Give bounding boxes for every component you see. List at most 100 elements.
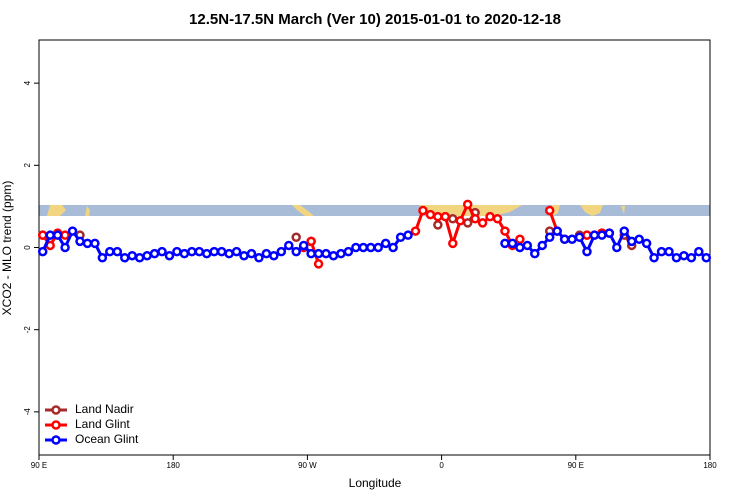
data-point — [119, 253, 130, 263]
data-point — [284, 240, 294, 251]
data-point — [202, 248, 212, 259]
data-point — [179, 248, 190, 259]
data-point — [597, 230, 607, 240]
data-point — [187, 246, 197, 257]
data-point — [582, 230, 592, 240]
legend-marker — [51, 435, 61, 445]
data-point — [366, 242, 376, 253]
data-point — [567, 234, 577, 245]
data-point — [701, 253, 712, 263]
data-point — [52, 230, 63, 240]
data-point — [343, 246, 354, 257]
data-point — [589, 230, 600, 240]
y-tick-label: -4 — [23, 408, 32, 416]
data-point — [515, 234, 525, 245]
data-point — [649, 253, 659, 263]
data-point — [246, 248, 257, 259]
series — [37, 226, 712, 263]
data-point — [373, 242, 383, 253]
data-point — [619, 226, 630, 236]
legend-label: Land Nadir — [75, 402, 134, 416]
chart-title: 12.5N-17.5N March (Ver 10) 2015-01-01 to… — [189, 11, 561, 28]
data-point — [462, 218, 473, 228]
data-point — [433, 220, 443, 230]
data-point — [306, 248, 316, 259]
data-point — [112, 246, 123, 257]
data-point — [60, 242, 70, 253]
data-point — [515, 242, 525, 253]
data-point — [477, 218, 488, 228]
data-point — [351, 242, 361, 253]
data-point — [209, 246, 219, 257]
data-point — [500, 226, 510, 236]
data-point — [462, 199, 473, 210]
data-point — [574, 232, 585, 242]
legend-label: Ocean Glint — [75, 432, 139, 446]
map-strip — [39, 205, 710, 216]
data-point — [694, 246, 704, 257]
data-point — [216, 246, 227, 257]
data-point — [75, 236, 85, 247]
x-tick-label: 90 E — [31, 461, 47, 470]
data-point — [97, 253, 108, 263]
data-point — [142, 250, 152, 261]
data-point — [470, 213, 480, 224]
y-tick-label: -2 — [23, 326, 32, 334]
legend-marker — [51, 405, 61, 415]
data-point — [559, 234, 570, 245]
data-point — [172, 246, 182, 257]
data-point — [261, 248, 272, 259]
data-point — [231, 246, 242, 257]
data-point — [298, 240, 309, 251]
data-point — [544, 205, 555, 216]
data-point — [522, 240, 533, 251]
y-axis-label: XCO2 - MLO trend (ppm) — [0, 181, 14, 316]
data-point — [291, 232, 301, 242]
data-point — [492, 213, 503, 224]
data-point — [90, 238, 100, 249]
data-point — [485, 211, 495, 222]
data-point — [448, 213, 458, 224]
data-point — [671, 253, 682, 263]
data-point — [157, 246, 167, 257]
data-point — [306, 236, 316, 247]
data-point — [664, 246, 674, 257]
data-point — [448, 238, 458, 249]
data-point — [500, 238, 510, 249]
x-tick-label: 90 W — [298, 461, 317, 470]
data-point — [641, 238, 652, 249]
data-point — [582, 246, 592, 257]
data-point — [313, 259, 324, 269]
x-tick-label: 90 E — [568, 461, 584, 470]
x-tick-label: 180 — [167, 461, 181, 470]
data-point — [388, 242, 398, 253]
data-point — [224, 248, 234, 259]
x-tick-label: 180 — [703, 461, 717, 470]
data-point — [380, 238, 391, 249]
data-point — [358, 242, 369, 253]
y-tick-label: 4 — [23, 80, 32, 85]
data-point — [507, 238, 518, 249]
data-point — [686, 253, 697, 263]
data-point — [626, 236, 637, 247]
legend-label: Land Glint — [75, 417, 130, 431]
data-point — [45, 230, 55, 240]
data-point — [313, 248, 324, 259]
data-point — [433, 211, 443, 222]
data-point — [321, 248, 331, 259]
x-axis-label: Longitude — [349, 476, 402, 490]
data-point — [537, 240, 547, 251]
data-point — [239, 250, 249, 261]
y-tick-label: 2 — [23, 163, 32, 168]
data-point — [105, 246, 115, 257]
data-point — [328, 250, 339, 261]
data-point — [530, 248, 540, 259]
y-tick-label: 0 — [23, 245, 32, 250]
x-tick-label: 0 — [439, 461, 444, 470]
data-point — [418, 205, 428, 216]
data-point — [60, 230, 70, 240]
data-point — [164, 250, 175, 261]
data-point — [276, 246, 287, 257]
data-point — [656, 246, 667, 257]
